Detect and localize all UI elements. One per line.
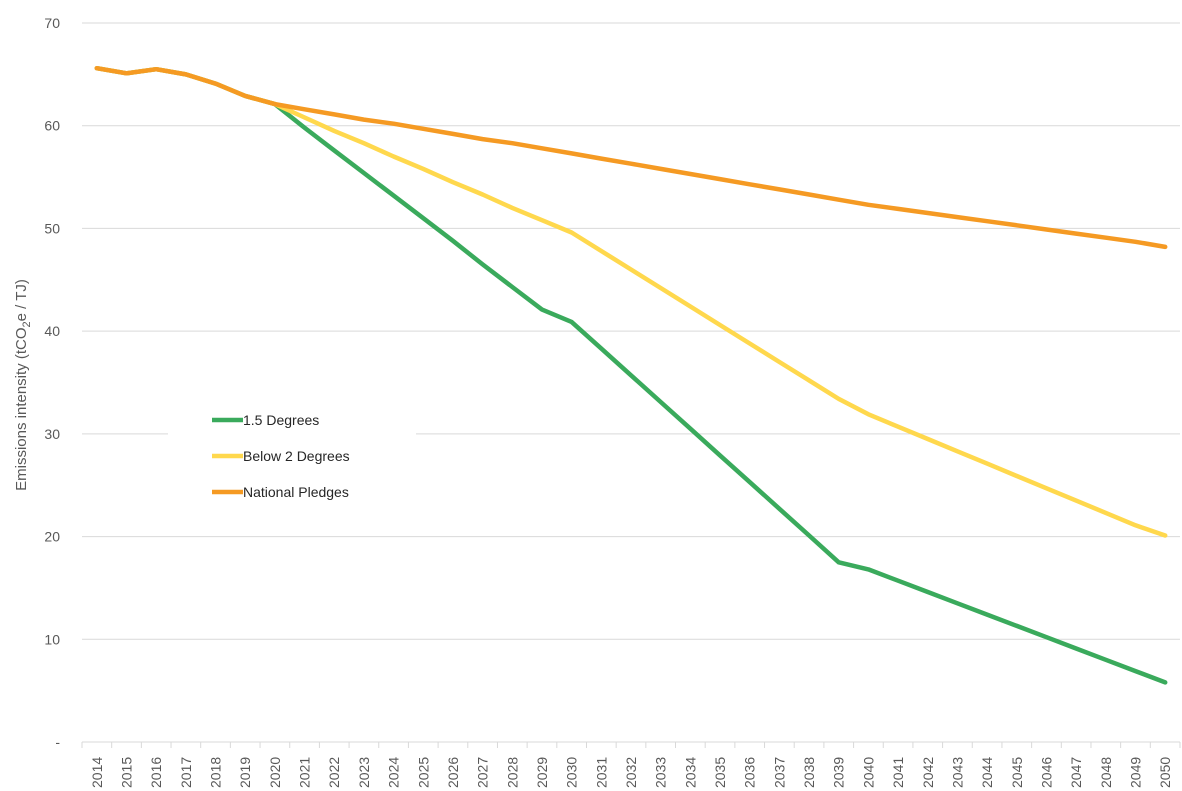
x-tick-label: 2038 [801, 757, 817, 788]
x-tick-label: 2025 [415, 757, 431, 788]
x-tick-label: 2024 [386, 757, 402, 788]
x-tick-label: 2043 [949, 757, 965, 788]
x-tick-label: 2029 [534, 757, 550, 788]
y-tick-label: 40 [44, 323, 60, 339]
x-tick-label: 2041 [890, 757, 906, 788]
x-tick-label: 2030 [564, 757, 580, 788]
legend: 1.5 Degrees Below 2 Degrees National Pledg… [168, 402, 416, 512]
x-tick-label: 2019 [237, 757, 253, 788]
y-axis-ticks: - 10 20 30 40 50 60 70 [44, 15, 60, 750]
x-tick-label: 2037 [771, 757, 787, 788]
x-tick-label: 2020 [267, 757, 283, 788]
x-tick-label: 2045 [1009, 757, 1025, 788]
x-tick-label: 2023 [356, 757, 372, 788]
series-line-1-5-degrees [94, 65, 1168, 685]
legend-label: 1.5 Degrees [243, 412, 319, 428]
y-tick-label: 30 [44, 426, 60, 442]
legend-label: Below 2 Degrees [243, 448, 350, 464]
x-tick-label: 2027 [475, 757, 491, 788]
x-tick-label: 2035 [712, 757, 728, 788]
y-tick-label: 20 [44, 529, 60, 545]
x-tick-label: 2047 [1068, 757, 1084, 788]
x-tick-label: 2050 [1157, 757, 1173, 788]
x-tick-label: 2015 [119, 757, 135, 788]
x-tick-label: 2031 [593, 757, 609, 788]
x-tick-label: 2014 [89, 757, 105, 788]
x-tick-label: 2039 [831, 757, 847, 788]
x-tick-label: 2017 [178, 757, 194, 788]
x-tick-label: 2048 [1098, 757, 1114, 788]
x-tick-label: 2033 [653, 757, 669, 788]
y-tick-label: - [55, 734, 60, 750]
x-tick-label: 2044 [979, 757, 995, 788]
x-tick-label: 2049 [1127, 757, 1143, 788]
series-lines [94, 65, 1168, 685]
x-tick-label: 2046 [1038, 757, 1054, 788]
x-tick-label: 2021 [297, 757, 313, 788]
x-tick-label: 2040 [860, 757, 876, 788]
x-tick-label: 2022 [326, 757, 342, 788]
x-tick-label: 2016 [148, 757, 164, 788]
legend-label: National Pledges [243, 484, 349, 500]
x-tick-label: 2032 [623, 757, 639, 788]
x-tick-label: 2028 [504, 757, 520, 788]
gridlines [81, 22, 1181, 748]
y-tick-label: 10 [44, 631, 60, 647]
x-tick-label: 2036 [742, 757, 758, 788]
y-tick-label: 60 [44, 118, 60, 134]
x-tick-label: 2026 [445, 757, 461, 788]
y-axis-label: Emissions intensity (tCO2e / TJ) [13, 279, 33, 491]
x-tick-label: 2042 [920, 757, 936, 788]
y-tick-label: 50 [44, 220, 60, 236]
series-line-national-pledges [94, 65, 1168, 250]
y-tick-label: 70 [44, 15, 60, 31]
x-tick-label: 2018 [208, 757, 224, 788]
x-tick-label: 2034 [682, 757, 698, 788]
x-axis-ticks: 2014 2015 2016 2017 2018 2019 2020 2021 2022 2023… [89, 757, 1173, 788]
